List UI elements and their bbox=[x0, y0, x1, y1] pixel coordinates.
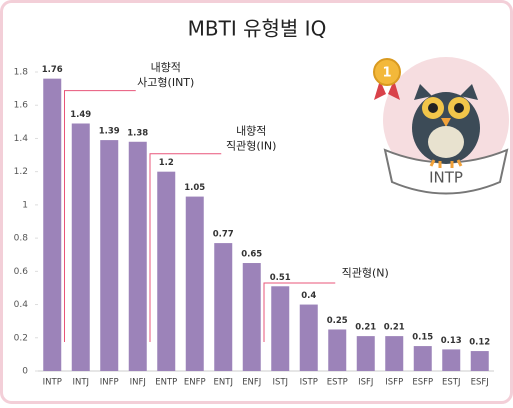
bar bbox=[43, 78, 62, 372]
bar bbox=[328, 329, 347, 371]
value-label: 0.77 bbox=[213, 230, 234, 240]
bar bbox=[470, 351, 489, 371]
ribbon bbox=[383, 148, 509, 195]
owl-feet bbox=[429, 159, 463, 168]
x-tick-label: ENFJ bbox=[242, 378, 261, 388]
annotation-text: 내향적 bbox=[236, 124, 266, 137]
owl-beak bbox=[441, 118, 451, 127]
annotation-line bbox=[263, 282, 336, 342]
x-tick-label: ENTJ bbox=[214, 378, 233, 388]
bar bbox=[356, 336, 375, 371]
owl-pupil bbox=[428, 103, 438, 113]
x-tick-label: ISFJ bbox=[358, 378, 373, 388]
bar bbox=[128, 141, 147, 371]
value-label: 1.38 bbox=[127, 128, 148, 138]
owl-ears bbox=[414, 84, 478, 100]
x-tick-label: ESTP bbox=[327, 378, 348, 388]
owl-belly bbox=[428, 126, 464, 158]
y-tick-label: 1 bbox=[22, 200, 28, 210]
x-tick-label: INTJ bbox=[72, 378, 89, 388]
bar bbox=[157, 171, 176, 371]
x-tick-label: INFJ bbox=[130, 378, 146, 388]
bar bbox=[442, 349, 461, 371]
badge: INTP 1 bbox=[373, 57, 509, 195]
y-tick-label: 0.8 bbox=[14, 234, 29, 244]
x-tick-label: ENTP bbox=[155, 378, 177, 388]
bar bbox=[271, 286, 290, 371]
annotation-text: 내향적 bbox=[151, 61, 181, 74]
chart-title: MBTI 유형별 IQ bbox=[188, 17, 327, 41]
x-tick-label: INTP bbox=[43, 378, 62, 388]
value-label: 1.05 bbox=[184, 183, 205, 193]
value-label: 1.39 bbox=[99, 127, 120, 137]
y-tick-label: 0.2 bbox=[14, 333, 28, 343]
x-tick-label: ESTJ bbox=[442, 378, 460, 388]
y-tick-label: 0.4 bbox=[14, 300, 29, 310]
x-tick-label: ISTP bbox=[300, 378, 318, 388]
value-label: 1.2 bbox=[159, 158, 174, 168]
annotation-line bbox=[149, 153, 222, 342]
value-label: 0.25 bbox=[327, 316, 348, 326]
value-label: 0.12 bbox=[469, 338, 490, 348]
x-tick-label: ESFP bbox=[412, 378, 433, 388]
medal-rank: 1 bbox=[382, 66, 391, 81]
medal bbox=[373, 58, 401, 86]
medal-ribbon bbox=[374, 80, 400, 100]
y-tick-label: 0.6 bbox=[14, 267, 29, 277]
annotation-text: 사고형(INT) bbox=[137, 76, 194, 89]
bar bbox=[214, 243, 233, 371]
y-tick-label: 1.4 bbox=[14, 134, 29, 144]
bar bbox=[299, 304, 318, 371]
value-label: 0.15 bbox=[412, 333, 433, 343]
value-label: 0.13 bbox=[441, 336, 462, 346]
value-label: 0.4 bbox=[301, 291, 316, 301]
bar bbox=[100, 140, 119, 371]
y-tick-label: 1.8 bbox=[14, 68, 29, 78]
annotation-text: 직관형(N) bbox=[342, 267, 389, 280]
x-tick-label: INFP bbox=[100, 378, 119, 388]
bar bbox=[185, 196, 204, 371]
y-tick-label: 1.6 bbox=[14, 101, 29, 111]
x-tick-label: ISTJ bbox=[272, 378, 288, 388]
annotation-line bbox=[64, 90, 136, 342]
badge-label: INTP bbox=[429, 169, 463, 187]
value-label: 0.65 bbox=[241, 250, 262, 260]
value-label: 0.21 bbox=[355, 323, 376, 333]
x-tick-label: ESFJ bbox=[471, 378, 489, 388]
value-label: 0.21 bbox=[384, 323, 405, 333]
bar bbox=[71, 123, 90, 371]
y-tick-label: 0 bbox=[22, 367, 28, 377]
bar bbox=[242, 263, 261, 371]
y-tick-label: 1.2 bbox=[14, 167, 28, 177]
x-tick-label: ISFP bbox=[385, 378, 403, 388]
value-label: 1.49 bbox=[70, 110, 91, 120]
bar bbox=[413, 346, 432, 371]
value-label: 0.51 bbox=[270, 273, 291, 283]
owl-pupil bbox=[454, 103, 464, 113]
x-tick-label: ENFP bbox=[184, 378, 206, 388]
annotation-text: 직관형(IN) bbox=[226, 139, 276, 152]
value-label: 1.76 bbox=[42, 65, 63, 75]
bar bbox=[385, 336, 404, 371]
